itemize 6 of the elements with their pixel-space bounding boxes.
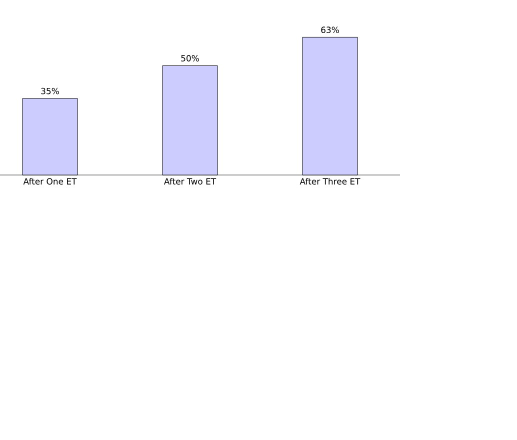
x-tick-label: After Two ET (164, 178, 216, 185)
data-label: 63% (321, 26, 339, 34)
x-tick-label: After One ET (23, 178, 77, 185)
x-tick-label: After Three ET (300, 178, 360, 185)
data-label: 50% (181, 55, 199, 62)
data-label: 35% (41, 88, 59, 94)
